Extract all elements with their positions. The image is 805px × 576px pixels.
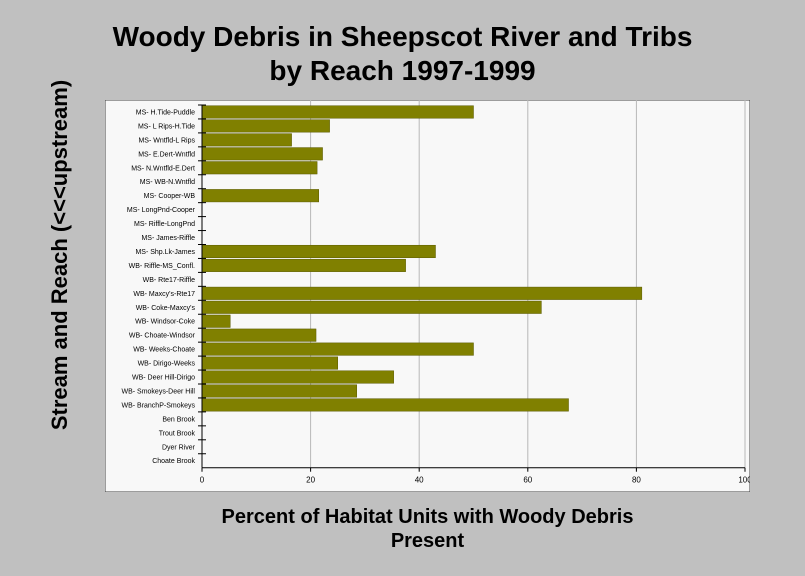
bar [201,370,394,384]
bar [201,161,318,175]
x-tick-label: 0 [200,476,205,485]
y-tick-label: MS- Cooper-WB [144,193,196,200]
bar [201,244,436,258]
bars-layer [201,105,643,412]
bar [201,328,317,342]
bar [201,356,338,370]
y-tick-label: WB- Rte17-Riffle [143,277,195,284]
bar [201,105,474,119]
y-tick-label: MS- Shp.Lk-James [135,249,195,256]
y-tick-label: Dyer River [162,444,196,451]
y-tick-label: WB- Riffle-MS_Confl. [129,263,195,270]
y-tick-label: MS- Wntfld-L Rips [138,137,195,144]
y-tick-label: MS- H.Tide-Puddle [136,109,195,116]
bar [201,133,292,147]
x-tick-label: 60 [523,476,532,485]
y-tick-label: WB- Deer Hill-Dirigo [132,375,195,382]
y-tick-label: WB- Smokeys-Deer Hill [121,388,195,395]
y-tick-label: MS- James-Riffle [141,235,195,242]
bar [201,286,643,300]
x-tick-label: 20 [306,476,315,485]
x-tick-label: 40 [415,476,424,485]
y-tick-label: WB- Maxcy's-Rte17 [133,291,195,298]
bar [201,342,474,356]
bar [201,398,569,412]
chart-plot: 0 20 40 60 80 100 MS- H.Tide-Puddle MS- L Rips-… [105,100,750,492]
y-tick-label: MS- E.Dert-Wntfld [138,151,195,158]
chart-title: Woody Debris in Sheepscot River and Trib… [112,21,693,86]
y-tick-label: WB- Choate-Windsor [129,333,196,340]
y-axis-title: Stream and Reach (<<<upstream) [47,79,72,431]
bar [201,300,542,314]
y-tick-label: MS- L Rips-H.Tide [138,123,195,130]
y-tick-label: WB- Dirigo-Weeks [138,361,196,368]
bar [201,147,323,161]
bar [201,119,330,133]
axis-layer: 0 20 40 60 80 100 MS- H.Tide-Puddle MS- L Rips-… [121,104,750,485]
y-tick-label: WB- Coke-Maxcy's [136,305,196,312]
y-tick-label: MS- LongPnd-Cooper [127,207,196,214]
y-tick-label: WB- Windsor-Coke [135,319,195,326]
bar [201,258,406,272]
y-tick-label: MS- Riffle-LongPnd [134,221,195,228]
bar [201,314,231,328]
bar [201,384,358,398]
y-tick-label: Trout Brook [159,430,196,437]
y-tick-label: MS- WB-N.Wntfld [140,179,195,186]
x-axis-title: Percent of Habitat Units with Woody Debr… [221,506,634,552]
bar [201,189,319,203]
y-tick-label: WB- Weeks-Choate [133,347,195,354]
x-tick-label: 100 [738,476,750,485]
y-tick-label: WB- BranchP-Smokeys [121,402,195,409]
x-tick-label: 80 [632,476,641,485]
y-tick-label: MS- N.Wntfld-E.Dert [131,165,195,172]
y-tick-label: Ben Brook [162,416,195,423]
y-tick-label: Choate Brook [152,458,195,465]
